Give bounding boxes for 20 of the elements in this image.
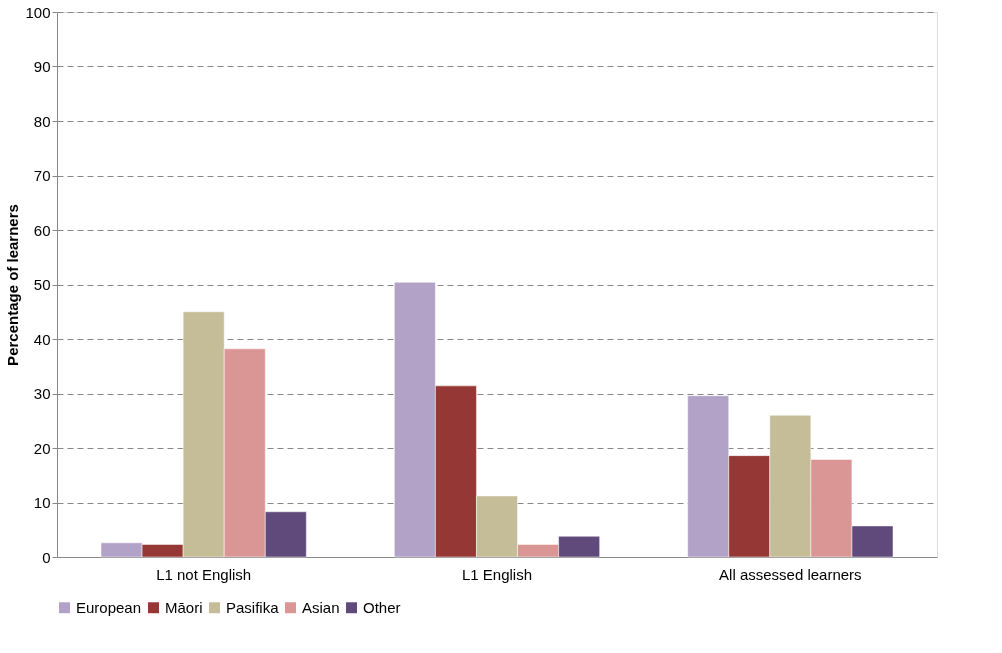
y-tick-label: 50 (33, 276, 51, 293)
y-tick-label: 20 (33, 439, 51, 457)
y-axis-title: Percentage of learners (4, 204, 22, 366)
y-tick-label: 90 (33, 58, 51, 75)
x-tick-label: L1 English (461, 565, 533, 583)
y-tick-label: 0 (42, 548, 51, 566)
y-tick-label: 10 (33, 494, 51, 511)
legend-label: European (76, 598, 142, 616)
y-tick-label: 80 (33, 112, 51, 130)
y-tick-label: 40 (33, 330, 51, 348)
y-tick-label: 30 (33, 385, 51, 402)
x-tick-label: All assessed learners (719, 565, 862, 583)
x-tick-label: L1 not English (156, 565, 252, 583)
y-tick-label: 100 (25, 3, 51, 21)
legend-label: Pasifika (226, 598, 280, 616)
legend-label: Māori (165, 598, 203, 616)
legend-label: Other (363, 598, 401, 616)
legend-label: Asian (302, 598, 340, 616)
y-tick-label: 60 (33, 221, 51, 239)
y-tick-label: 70 (33, 167, 51, 184)
